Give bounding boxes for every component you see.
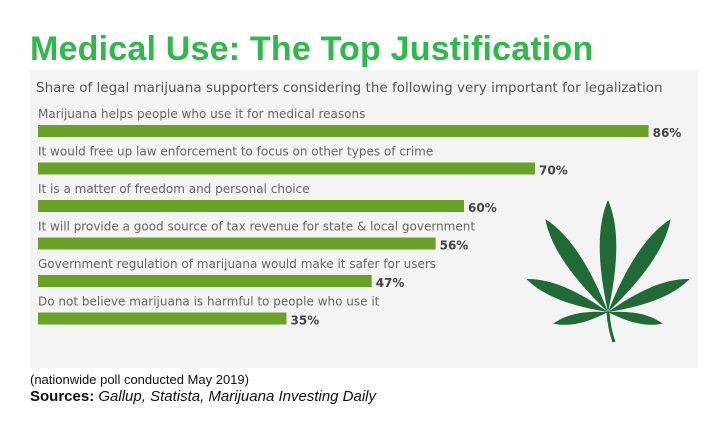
category-label: Do not believe marijuana is harmful to p… <box>38 295 380 309</box>
value-label: 47% <box>376 276 405 290</box>
category-label: Marijuana helps people who use it for me… <box>38 107 365 121</box>
sources-line: Sources: Gallup, Statista, Marijuana Inv… <box>30 388 376 405</box>
value-label: 86% <box>653 126 682 140</box>
value-label: 60% <box>468 201 497 215</box>
category-label: It is a matter of freedom and personal c… <box>38 182 310 196</box>
bar <box>38 275 372 287</box>
value-label: 56% <box>440 239 469 253</box>
category-label: Government regulation of marijuana would… <box>38 257 436 271</box>
sources-text: Gallup, Statista, Marijuana Investing Da… <box>98 388 377 405</box>
chart-headline: Medical Use: The Top Justification <box>30 30 594 68</box>
category-label: It would free up law enforcement to focu… <box>38 145 433 159</box>
chart-subtitle: Share of legal marijuana supporters cons… <box>36 80 663 96</box>
value-label: 35% <box>291 314 320 328</box>
bar <box>38 162 535 175</box>
cannabis-leaf-icon <box>526 200 690 343</box>
bar <box>38 312 287 325</box>
bars-group: Marijuana helps people who use it for me… <box>38 107 681 328</box>
value-label: 70% <box>539 164 568 178</box>
category-label: It will provide a good source of tax rev… <box>38 220 475 234</box>
bar <box>38 237 436 250</box>
bar <box>38 200 464 212</box>
sources-label: Sources: <box>30 388 95 405</box>
bar <box>38 125 649 137</box>
poll-note: (nationwide poll conducted May 2019) <box>30 372 249 387</box>
